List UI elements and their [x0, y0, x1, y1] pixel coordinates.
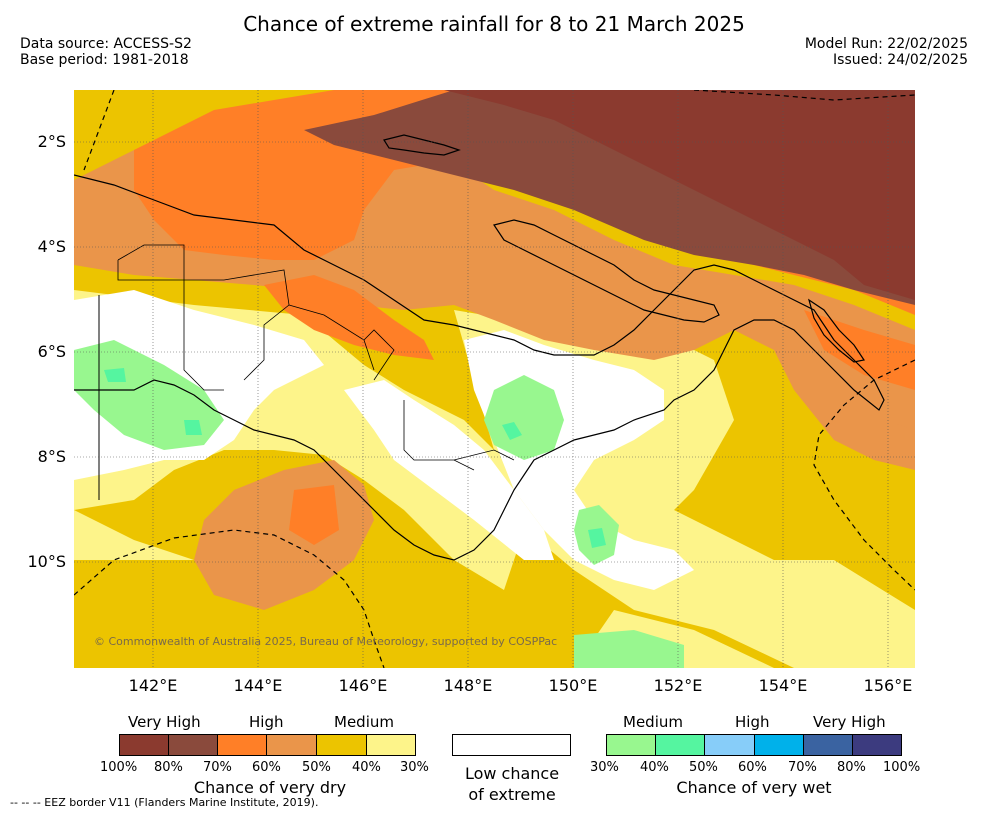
- dry-swatch-50-60: [266, 734, 317, 756]
- lon-label-148e: 148°E: [443, 676, 493, 695]
- dry-high-region-east-core: [804, 310, 915, 390]
- issued-date: Issued: 24/02/2025: [833, 52, 968, 68]
- dry-pct-70: 70%: [203, 760, 232, 775]
- eez-border-south: [74, 529, 385, 668]
- lon-label-150e: 150°E: [548, 676, 598, 695]
- neutral-swatch: [452, 734, 571, 756]
- wet-level-very-high: Very High: [813, 713, 886, 731]
- wet-medium-region-south: [574, 630, 684, 668]
- wet-swatch-60-70: [754, 734, 804, 756]
- dry-pct-30: 30%: [400, 760, 429, 775]
- coastline-new-guinea: [74, 174, 885, 561]
- coastline-new-ireland: [383, 134, 461, 156]
- dry-high-region-south-core: [289, 485, 339, 545]
- wet-mid-patch-west: [104, 368, 126, 382]
- wet-swatch-70-80: [803, 734, 853, 756]
- lat-label-8s: 8°S: [37, 447, 66, 466]
- data-source: Data source: ACCESS-S2: [20, 36, 192, 52]
- lon-label-146e: 146°E: [338, 676, 388, 695]
- dry-pct-50: 50%: [302, 760, 331, 775]
- wet-mid-patch-central: [502, 422, 522, 440]
- lon-label-142e: 142°E: [128, 676, 178, 695]
- neutral-caption-line1: Low chance: [464, 764, 560, 783]
- wet-pct-80: 80%: [837, 760, 866, 775]
- neutral-caption-line2: of extreme: [468, 785, 556, 804]
- wet-pct-60: 60%: [738, 760, 767, 775]
- wet-mid-patch-west2: [184, 420, 202, 435]
- dry-low-region-southwest: [74, 510, 194, 560]
- lon-label-152e: 152°E: [653, 676, 703, 695]
- wet-pct-40: 40%: [640, 760, 669, 775]
- copyright-text: © Commonwealth of Australia 2025, Bureau…: [94, 635, 557, 648]
- dry-swatch-30-40: [366, 734, 416, 756]
- model-run: Model Run: 22/02/2025: [804, 36, 968, 52]
- eez-footnote: -- -- -- EEZ border V11 (Flanders Marine…: [10, 796, 319, 809]
- meta-left: Data source: ACCESS-S2 Base period: 1981…: [20, 36, 192, 68]
- lon-label-144e: 144°E: [233, 676, 283, 695]
- rainfall-map: © Commonwealth of Australia 2025, Bureau…: [74, 90, 915, 668]
- dry-swatch-60-70: [217, 734, 267, 756]
- wet-medium-region-central: [484, 375, 564, 460]
- dry-swatch-40-50: [316, 734, 367, 756]
- provincial-borders: [117, 244, 515, 471]
- wet-pct-70: 70%: [788, 760, 817, 775]
- wet-level-high: High: [735, 713, 770, 731]
- wet-mid-patch-islands: [588, 528, 606, 548]
- eez-border-east: [813, 359, 915, 591]
- wet-swatch-50-60: [704, 734, 755, 756]
- lon-label-154e: 154°E: [758, 676, 808, 695]
- lon-label-156e: 156°E: [863, 676, 913, 695]
- wet-pct-100: 100%: [883, 760, 921, 775]
- lat-label-6s: 6°S: [37, 342, 66, 361]
- coastline-bougainville: [807, 298, 865, 363]
- wet-level-medium: Medium: [623, 713, 683, 731]
- dry-high-region-east-pocket: [794, 390, 915, 470]
- dry-high-region-mid: [264, 275, 434, 360]
- dry-caption: Chance of very dry: [193, 778, 347, 797]
- wet-caption: Chance of very wet: [676, 778, 832, 797]
- lat-label-4s: 4°S: [37, 237, 66, 256]
- dry-pct-40: 40%: [352, 760, 381, 775]
- dry-swatch-80-100: [119, 734, 169, 756]
- base-period: Base period: 1981-2018: [20, 52, 189, 68]
- dry-pct-100: 100%: [100, 760, 138, 775]
- dry-level-high: High: [249, 713, 284, 731]
- dry-pct-60: 60%: [252, 760, 281, 775]
- eez-border-north: [83, 90, 915, 171]
- dry-level-very-high: Very High: [128, 713, 201, 731]
- dry-level-medium: Medium: [334, 713, 394, 731]
- wet-swatch-30-40: [606, 734, 656, 756]
- coastline-new-britain: [493, 219, 720, 323]
- lat-label-10s: 10°S: [27, 552, 66, 571]
- dry-swatch-70-80: [168, 734, 218, 756]
- lat-label-2s: 2°S: [37, 132, 66, 151]
- wet-swatch-40-50: [655, 734, 705, 756]
- wet-swatch-80-100: [852, 734, 902, 756]
- dry-extreme-region: [444, 90, 915, 300]
- meta-right: Model Run: 22/02/2025 Issued: 24/02/2025: [805, 36, 968, 68]
- dry-pct-80: 80%: [154, 760, 183, 775]
- map-title: Chance of extreme rainfall for 8 to 21 M…: [243, 12, 745, 36]
- wet-pct-50: 50%: [689, 760, 718, 775]
- graticule: [74, 90, 915, 668]
- wet-pct-30: 30%: [590, 760, 619, 775]
